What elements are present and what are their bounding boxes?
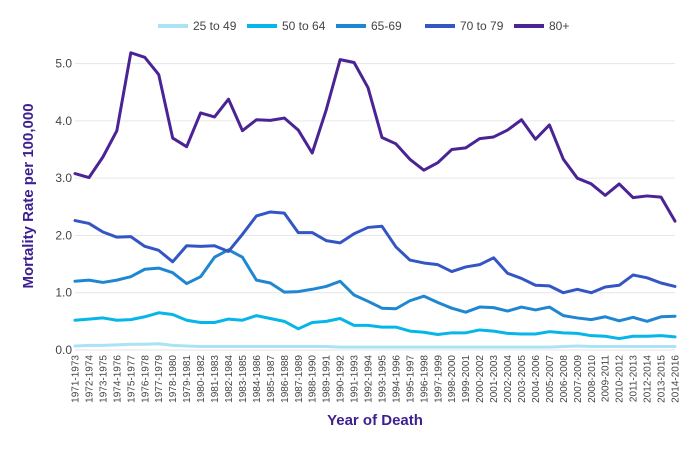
x-tick-label: 2010-2012 [615, 355, 626, 403]
x-tick-label: 1991-1993 [350, 355, 361, 403]
legend-label: 25 to 49 [193, 19, 237, 33]
x-tick-label: 1984-1986 [252, 355, 263, 403]
x-tick-label: 1976-1978 [140, 355, 151, 403]
x-tick-label: 2014-2016 [671, 355, 682, 403]
series-line-4 [73, 51, 677, 223]
x-tick-label: 1993-1995 [377, 355, 388, 403]
x-tick-label: 1971-1973 [71, 355, 82, 403]
x-tick-label: 1989-1991 [322, 355, 333, 403]
y-tick-label: 0.0 [55, 343, 72, 357]
series-line-2 [73, 248, 677, 323]
y-tick-label: 2.0 [55, 228, 72, 242]
y-tick-label: 3.0 [55, 171, 72, 185]
x-tick-label: 1975-1977 [126, 355, 137, 403]
x-tick-label: 1990-1992 [336, 355, 347, 403]
x-tick-label: 1998-2000 [447, 355, 458, 403]
x-tick-label: 2008-2010 [587, 355, 598, 403]
series-line-1 [73, 311, 677, 341]
x-tick-label: 2006-2008 [559, 355, 570, 403]
legend-label: 70 to 79 [460, 19, 504, 33]
x-tick-label: 2004-2006 [531, 355, 542, 403]
x-tick-label: 2009-2011 [601, 355, 612, 403]
x-tick-label: 1979-1981 [182, 355, 193, 403]
y-tick-label: 5.0 [55, 57, 72, 71]
x-tick-label: 1978-1980 [168, 355, 179, 403]
x-tick-label: 1980-1982 [196, 355, 207, 403]
x-tick-label: 2003-2005 [517, 355, 528, 403]
x-tick-label: 1988-1990 [308, 355, 319, 403]
y-tick-label: 4.0 [55, 114, 72, 128]
y-axis-ticks: 0.0 1.0 2.0 3.0 4.0 5.0 [55, 57, 72, 357]
x-tick-label: 2001-2003 [489, 355, 500, 403]
x-tick-label: 1994-1996 [391, 355, 402, 403]
x-tick-label: 1992-1994 [364, 355, 375, 403]
x-tick-label: 1981-1983 [210, 355, 221, 403]
x-axis-ticks: 1971-1973 1972-1974 1973-1975 1974-1976 1975… [71, 355, 682, 403]
x-tick-label: 2000-2002 [475, 355, 486, 403]
series-line-3 [73, 210, 677, 295]
x-tick-label: 2007-2009 [573, 355, 584, 403]
x-tick-label: 1972-1974 [84, 355, 95, 403]
grid-lines [75, 63, 675, 351]
x-tick-label: 2002-2004 [503, 355, 514, 403]
x-tick-label: 2005-2007 [545, 355, 556, 403]
legend-label: 80+ [549, 19, 569, 33]
x-tick-label: 1995-1997 [405, 355, 416, 403]
series-lines [73, 51, 677, 349]
x-tick-label: 1986-1988 [280, 355, 291, 403]
x-axis-title: Year of Death [327, 412, 423, 429]
x-tick-label: 1985-1987 [266, 355, 277, 403]
y-tick-label: 1.0 [55, 286, 72, 300]
x-tick-label: 1974-1976 [112, 355, 123, 403]
x-tick-label: 1987-1989 [294, 355, 305, 403]
legend: 25 to 49 50 to 64 65-69 70 to 79 80+ [158, 19, 569, 33]
legend-label: 65-69 [371, 19, 402, 33]
legend-label: 50 to 64 [282, 19, 326, 33]
x-tick-label: 1982-1984 [224, 355, 235, 403]
y-axis-title: Mortality Rate per 100,000 [20, 103, 37, 288]
series-line-0 [73, 342, 677, 349]
x-tick-label: 1977-1979 [154, 355, 165, 403]
x-tick-label: 1973-1975 [98, 355, 109, 403]
x-tick-label: 2012-2014 [643, 355, 654, 403]
x-tick-label: 1996-1998 [419, 355, 430, 403]
x-tick-label: 1983-1985 [238, 355, 249, 403]
x-tick-label: 1999-2001 [461, 355, 472, 403]
x-tick-label: 2013-2015 [657, 355, 668, 403]
x-tick-label: 1997-1999 [433, 355, 444, 403]
x-tick-label: 2011-2013 [629, 355, 640, 403]
